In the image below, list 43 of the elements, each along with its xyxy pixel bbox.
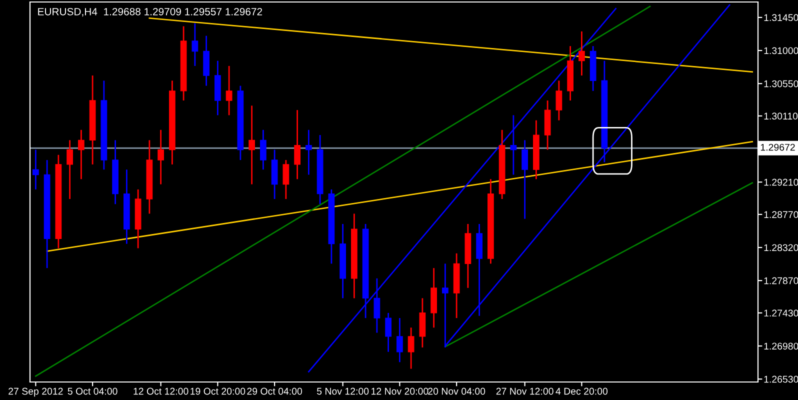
y-tick-label: 1.31450 (764, 14, 798, 22)
x-tick-label: 27 Sep 2012 (8, 388, 63, 397)
candlestick (260, 129, 266, 170)
candlestick (510, 114, 517, 176)
ref-line-label: 1.29672 (760, 144, 795, 151)
y-tick-label: 1.26980 (764, 342, 798, 350)
candlestick (248, 104, 256, 185)
y-tick-label: 1.30550 (764, 80, 798, 88)
y-tick-label: 1.27870 (764, 277, 798, 284)
y-tick-label: 1.28320 (764, 244, 798, 252)
y-tick-label: 1.27430 (764, 310, 798, 317)
candlestick (226, 65, 232, 116)
candlestick (374, 278, 380, 334)
x-tick-label: 29 Oct 04:00 (247, 388, 302, 395)
candlestick (78, 129, 84, 180)
candlestick (556, 80, 562, 122)
candlestick (32, 149, 39, 190)
candlestick (158, 129, 164, 185)
x-tick-label: 12 Nov 20:00 (372, 388, 428, 395)
x-tick-label: 5 Nov 12:00 (316, 388, 369, 395)
candlestick (294, 109, 301, 180)
x-tick-label: 5 Oct 04:00 (68, 388, 118, 395)
candlestick (282, 159, 290, 200)
x-tick-label: 19 Oct 20:00 (190, 388, 246, 395)
y-tick-label: 1.26530 (764, 376, 798, 383)
candlestick (305, 129, 312, 176)
candlestick (522, 139, 528, 220)
candlestick (396, 317, 403, 363)
y-tick-label: 1.30110 (764, 112, 798, 120)
x-tick-label: 27 Nov 12:00 (496, 388, 554, 395)
candlestick (192, 22, 198, 67)
candlestick (66, 139, 74, 200)
candlestick (408, 326, 414, 370)
x-tick-label: 12 Oct 12:00 (134, 388, 188, 395)
candlestick (578, 30, 585, 76)
x-tick-label: 20 Nov 04:00 (428, 388, 486, 395)
y-tick-label: 1.31000 (764, 47, 798, 54)
x-tick-label: 4 Dec 20:00 (556, 388, 608, 395)
candlestick (419, 298, 426, 348)
chart-title: EURUSD,H4 1.29688 1.29709 1.29557 1.29672 (38, 8, 262, 17)
y-tick-label: 1.28770 (764, 211, 798, 218)
candlestick (385, 312, 392, 353)
y-tick-label: 1.29210 (764, 178, 798, 186)
